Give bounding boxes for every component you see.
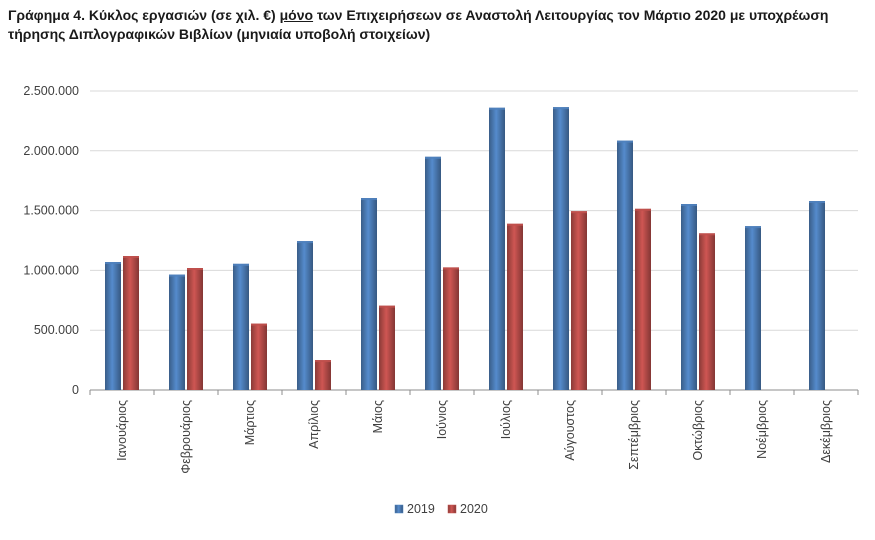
x-tick-label: Αύγουστος [563, 400, 577, 461]
legend: 2019 2020 [394, 502, 488, 516]
bar-2019-0 [105, 262, 121, 390]
x-tick-label: Σεπτέμβριος [627, 400, 641, 470]
x-tick-label: Δεκέμβριος [819, 400, 833, 463]
bar-2020-8 [635, 208, 651, 390]
bar-cap-2020-6 [507, 223, 523, 226]
legend-label-2020: 2020 [460, 502, 488, 516]
bar-2019-6 [489, 107, 505, 390]
bar-cap-2019-8 [617, 140, 633, 143]
x-tick-label: Ιούνιος [435, 400, 449, 439]
bar-2019-4 [361, 198, 377, 390]
bar-cap-2020-1 [187, 268, 203, 271]
x-tick-label: Νοέμβριος [755, 400, 769, 459]
bars [105, 107, 825, 391]
bar-cap-2020-2 [251, 323, 267, 326]
bar-cap-2019-2 [233, 263, 249, 266]
legend-label-2019: 2019 [407, 502, 435, 516]
bar-cap-2019-3 [297, 241, 313, 244]
bar-cap-2020-9 [699, 233, 715, 236]
bar-2020-0 [123, 256, 139, 390]
bar-2020-3 [315, 360, 331, 390]
y-tick-label: 1.500.000 [23, 204, 79, 218]
chart-title: Γράφημα 4. Κύκλος εργασιών (σε χιλ. €) μ… [8, 6, 868, 44]
bar-2019-8 [617, 140, 633, 390]
x-tick-label: Μάιος [371, 400, 385, 433]
chart-title-part1: . Κύκλος εργασιών (σε χιλ. €) [81, 7, 280, 23]
x-tick-label: Απρίλιος [307, 400, 321, 449]
bar-2019-1 [169, 274, 185, 390]
bar-cap-2019-4 [361, 198, 377, 201]
bar-cap-2019-5 [425, 156, 441, 159]
bar-cap-2020-5 [443, 267, 459, 270]
bar-cap-2020-4 [379, 305, 395, 308]
y-axis-ticks: 0 500.000 1.000.000 1.500.000 2.000.000 2.500… [23, 84, 79, 397]
bar-cap-2019-7 [553, 107, 569, 110]
y-tick-label: 2.000.000 [23, 144, 79, 158]
bar-2020-9 [699, 233, 715, 390]
bar-2020-6 [507, 223, 523, 390]
y-tick-label: 0 [72, 383, 79, 397]
bar-2019-7 [553, 107, 569, 391]
bar-cap-2019-10 [745, 226, 761, 229]
bar-2020-2 [251, 323, 267, 390]
bar-cap-2019-1 [169, 274, 185, 277]
bar-2019-2 [233, 263, 249, 390]
x-axis-ticks: Ιανουάριος Φεβρουάριος Μάρτιος Απρίλιος Μάιο… [89, 390, 859, 474]
chart-title-prefix: Γράφημα 4 [8, 7, 82, 23]
bar-2019-11 [809, 201, 825, 390]
bar-cap-2019-0 [105, 262, 121, 265]
bar-cap-2020-7 [571, 211, 587, 214]
x-tick-label: Οκτώβριος [691, 400, 705, 461]
bar-2019-3 [297, 241, 313, 390]
x-tick-label: Μάρτιος [243, 400, 257, 445]
bar-2020-5 [443, 267, 459, 390]
y-tick-label: 2.500.000 [23, 84, 79, 98]
chart-title-emphasis: μόνο [279, 7, 314, 23]
bar-2019-5 [425, 156, 441, 390]
gridlines [90, 90, 858, 391]
legend-swatch-2020 [447, 504, 457, 514]
chart-title-part2: των Επιχειρήσεων σε Αναστολή Λειτουργίας… [8, 7, 829, 42]
bar-2020-7 [571, 211, 587, 390]
bar-2019-9 [681, 204, 697, 390]
x-tick-label: Ιανουάριος [115, 400, 129, 461]
bar-2020-4 [379, 305, 395, 390]
bar-cap-2020-8 [635, 208, 651, 211]
bar-2020-1 [187, 268, 203, 390]
y-tick-label: 500.000 [34, 323, 79, 337]
x-tick-label: Φεβρουάριος [179, 400, 193, 474]
bar-cap-2020-0 [123, 256, 139, 259]
legend-swatch-2019 [394, 504, 404, 514]
bar-cap-2019-6 [489, 107, 505, 110]
x-tick-label: Ιούλιος [499, 400, 513, 439]
bar-2019-10 [745, 226, 761, 390]
bar-cap-2020-3 [315, 360, 331, 363]
y-tick-label: 1.000.000 [23, 263, 79, 277]
bar-cap-2019-11 [809, 201, 825, 204]
bar-cap-2019-9 [681, 204, 697, 207]
